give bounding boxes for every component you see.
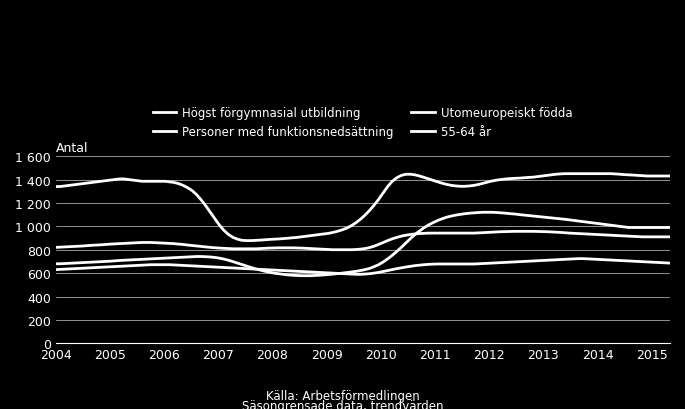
- Högst förgymnasial utbildning: [292, 236, 301, 240]
- Text: Källa: Arbetsförmedlingen: Källa: Arbetsförmedlingen: [266, 389, 419, 402]
- Personer med funktionsnedsättning: [51, 245, 60, 250]
- Utomeuropeiskt födda: [297, 274, 306, 279]
- Text: Säsongrensade data, trendvärden: Säsongrensade data, trendvärden: [242, 399, 443, 409]
- Personer med funktionsnedsättning: [638, 235, 647, 240]
- Utomeuropeiskt födda: [565, 218, 573, 223]
- 55-64 år: [351, 272, 360, 277]
- 55-64 år: [51, 267, 60, 272]
- Högst förgymnasial utbildning: [556, 172, 564, 177]
- Högst förgymnasial utbildning: [552, 172, 560, 177]
- Högst förgymnasial utbildning: [51, 184, 60, 189]
- Personer med funktionsnedsättning: [511, 229, 519, 234]
- Personer med funktionsnedsättning: [329, 248, 337, 253]
- 55-64 år: [125, 264, 133, 269]
- 55-64 år: [288, 269, 297, 274]
- Högst förgymnasial utbildning: [665, 174, 673, 179]
- Högst förgymnasial utbildning: [242, 238, 251, 243]
- Text: Antal: Antal: [55, 142, 88, 155]
- Högst förgymnasial utbildning: [561, 172, 569, 177]
- Utomeuropeiskt födda: [638, 225, 647, 230]
- Utomeuropeiskt födda: [561, 217, 569, 222]
- 55-64 år: [556, 257, 564, 262]
- 55-64 år: [665, 261, 673, 266]
- Personer med funktionsnedsättning: [125, 241, 133, 246]
- Personer med funktionsnedsättning: [288, 246, 297, 251]
- Högst förgymnasial utbildning: [638, 174, 647, 179]
- Line: 55-64 år: 55-64 år: [55, 259, 669, 274]
- Högst förgymnasial utbildning: [565, 172, 573, 177]
- 55-64 år: [575, 256, 583, 261]
- Utomeuropeiskt födda: [479, 210, 487, 215]
- Utomeuropeiskt födda: [556, 217, 564, 222]
- Line: Personer med funktionsnedsättning: Personer med funktionsnedsättning: [55, 232, 669, 250]
- Utomeuropeiskt födda: [665, 225, 673, 230]
- 55-64 år: [561, 257, 569, 262]
- Personer med funktionsnedsättning: [556, 230, 564, 235]
- Legend: Högst förgymnasial utbildning, Personer med funktionsnedsättning, Utomeuropeiskt: Högst förgymnasial utbildning, Personer …: [153, 107, 573, 138]
- Personer med funktionsnedsättning: [565, 231, 573, 236]
- 55-64 år: [638, 260, 647, 265]
- Line: Utomeuropeiskt födda: Utomeuropeiskt födda: [55, 213, 669, 276]
- Personer med funktionsnedsättning: [665, 235, 673, 240]
- Utomeuropeiskt födda: [51, 262, 60, 267]
- 55-64 år: [552, 258, 560, 263]
- Utomeuropeiskt födda: [288, 273, 297, 278]
- Line: Högst förgymnasial utbildning: Högst förgymnasial utbildning: [55, 174, 669, 241]
- Högst förgymnasial utbildning: [125, 178, 133, 182]
- Utomeuropeiskt födda: [125, 258, 133, 263]
- Personer med funktionsnedsättning: [561, 231, 569, 236]
